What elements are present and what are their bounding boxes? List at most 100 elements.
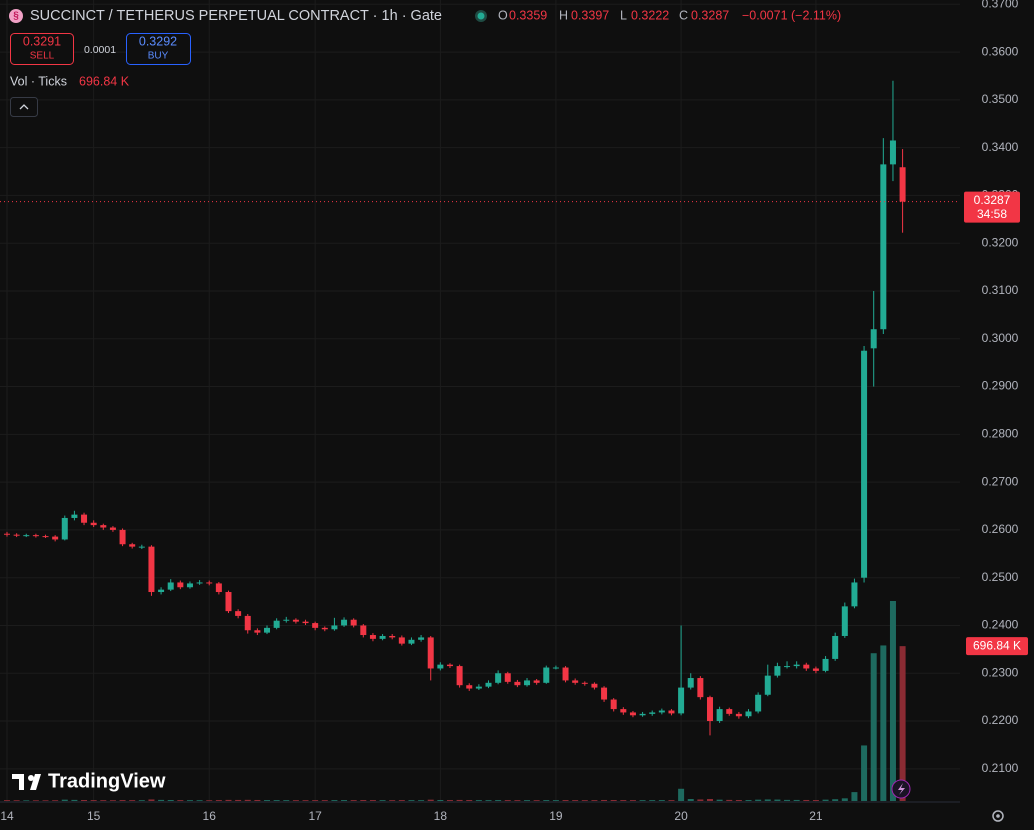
candle-body	[302, 621, 309, 624]
volume-bar	[225, 799, 232, 801]
low-label: L	[620, 8, 627, 22]
volume-bar	[495, 800, 502, 801]
volume-tag	[966, 637, 1028, 656]
status-dot	[477, 12, 485, 20]
candle-body	[591, 683, 598, 688]
volume-bar	[23, 800, 30, 801]
candle-body	[177, 582, 184, 588]
candle-body	[52, 536, 59, 540]
countdown-label: 34:58	[977, 207, 1007, 221]
candles	[4, 80, 906, 736]
low-value: 0.3222	[631, 8, 669, 22]
volume-bar	[832, 799, 839, 801]
volume-bar	[273, 800, 280, 801]
candle-body	[273, 620, 280, 628]
candle-body	[485, 682, 492, 687]
volume-bar	[841, 798, 848, 801]
volume-bar	[302, 800, 309, 801]
volume-bar	[581, 800, 588, 801]
volume-bar	[244, 799, 251, 801]
volume-bar	[610, 800, 617, 801]
volume-bar	[755, 799, 762, 801]
candle-body	[427, 637, 434, 669]
volume-bar	[42, 800, 49, 801]
candle-body	[138, 546, 145, 548]
candle-body	[331, 625, 338, 630]
candle-body	[408, 639, 415, 644]
settings-icon-center	[996, 814, 1000, 818]
candle-body	[784, 666, 791, 668]
sell-button[interactable]	[10, 33, 74, 65]
candle-body	[292, 619, 299, 622]
volume-bar	[678, 788, 685, 801]
volume-bar	[880, 645, 887, 801]
candle-body	[629, 712, 636, 716]
candle-body	[235, 611, 242, 616]
candle-body	[254, 630, 261, 633]
close-label: C	[679, 8, 688, 22]
candle-body	[312, 623, 319, 628]
y-tick-label: 0.3600	[982, 44, 1019, 58]
volume-bar	[591, 800, 598, 801]
spread: 0.0001	[84, 44, 116, 56]
volume-bar	[90, 800, 97, 801]
volume-bar	[100, 800, 107, 801]
volume-bar	[350, 800, 357, 801]
volume-bar	[562, 800, 569, 801]
high-value: 0.3397	[571, 8, 609, 22]
last-price-label: 0.3287	[974, 193, 1011, 207]
candle-body	[42, 536, 49, 538]
volume-bar	[321, 800, 328, 801]
y-tick-label: 0.2400	[982, 618, 1019, 632]
volume-bar	[899, 646, 906, 801]
y-tick-label: 0.2200	[982, 713, 1019, 727]
volume-bar	[475, 800, 482, 801]
candle-body	[244, 615, 251, 631]
volume-legend-value: 696.84 K	[79, 74, 130, 88]
candle-body	[697, 678, 704, 698]
candle-body	[524, 680, 531, 686]
volume-bar	[639, 800, 646, 801]
volume-bar	[784, 799, 791, 801]
volume-bar	[524, 800, 531, 801]
buy-price: 0.3292	[139, 34, 177, 48]
x-tick-label: 20	[674, 809, 688, 823]
volume-bar	[427, 799, 434, 801]
volume-bar	[408, 800, 415, 801]
volume-bar	[177, 800, 184, 801]
volume-bar	[668, 800, 675, 801]
volume-bar	[13, 800, 20, 801]
logo-text: TradingView	[48, 770, 166, 792]
collapse-icon	[19, 104, 29, 110]
candle-body	[23, 535, 30, 537]
buy-button[interactable]	[126, 33, 191, 65]
collapse-button[interactable]	[10, 97, 38, 117]
volume-bar	[158, 799, 165, 801]
volume-bar	[52, 800, 59, 801]
candle-body	[109, 527, 116, 530]
candle-body	[119, 529, 126, 545]
volume-bar	[206, 800, 213, 801]
close-value: 0.3287	[691, 8, 729, 22]
candle-body	[610, 699, 617, 710]
candle-body	[841, 606, 848, 636]
volume-bar	[504, 800, 511, 801]
candle-body	[649, 712, 656, 714]
volume-bar	[466, 800, 473, 801]
volume-bar	[456, 799, 463, 801]
volume-bar	[215, 800, 222, 801]
y-tick-label: 0.3200	[982, 235, 1019, 249]
volume-bar	[129, 800, 136, 801]
x-tick-label: 17	[308, 809, 322, 823]
candle-body	[793, 664, 800, 667]
volume-bars	[4, 601, 906, 801]
volume-bar	[812, 800, 819, 801]
volume-bar	[716, 799, 723, 801]
volume-legend: Vol · Ticks	[10, 74, 67, 88]
candle-body	[639, 713, 646, 716]
candle-body	[158, 589, 165, 593]
settings-icon[interactable]	[992, 810, 1004, 822]
volume-bar	[254, 799, 261, 801]
candle-body	[196, 582, 203, 584]
volume-bar	[533, 800, 540, 801]
